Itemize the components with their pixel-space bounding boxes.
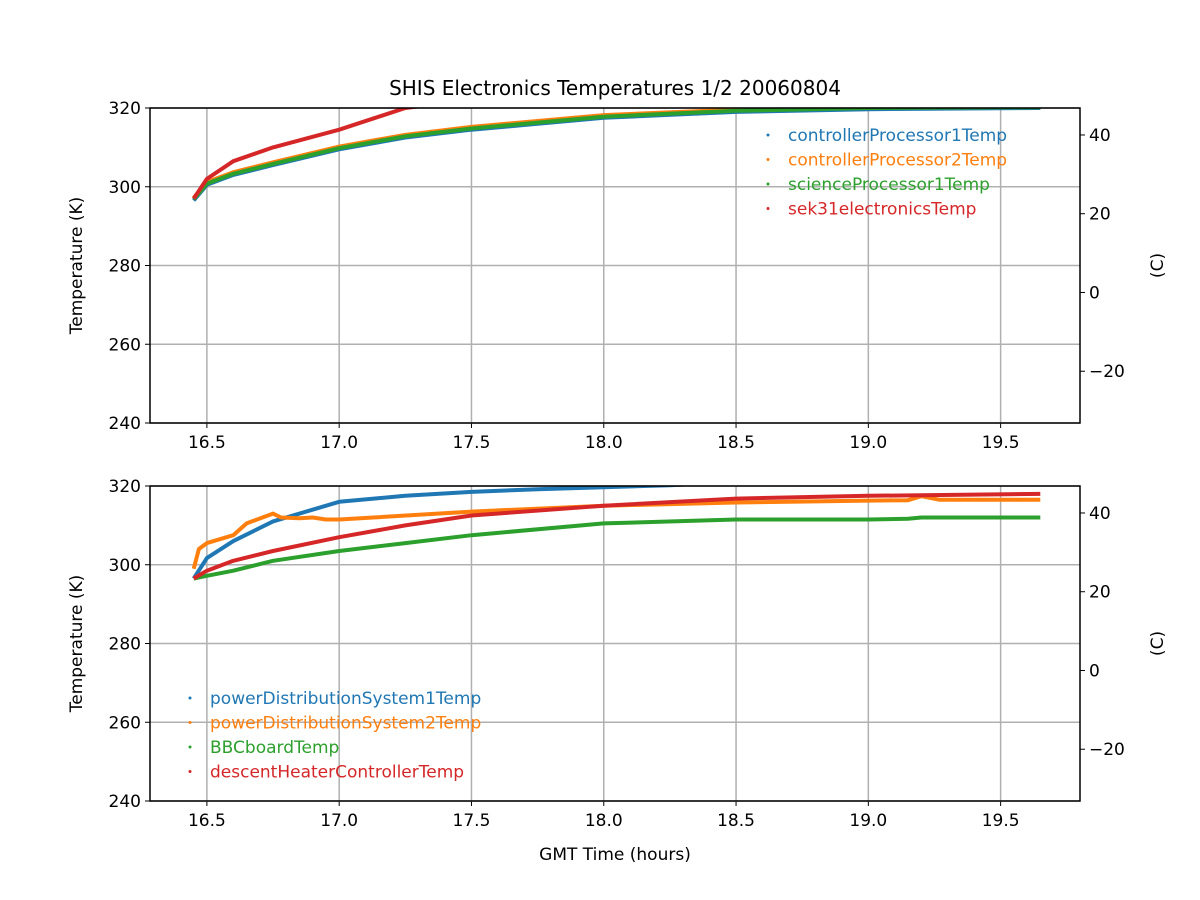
legend-label: descentHeaterControllerTemp	[210, 763, 464, 783]
legend-label: controllerProcessor1Temp	[788, 126, 1007, 146]
y-tick-label: 280	[109, 635, 141, 655]
x-tick-label: 19.0	[849, 811, 887, 831]
panel-2: 16.5 17.0 17.5 18.0 18.5 19.0 19.5 240 260 280 300…	[67, 477, 1168, 831]
y-right-axis-label: (C)	[1148, 631, 1168, 656]
legend-marker	[188, 770, 192, 773]
y-right-tick-label: −20	[1089, 740, 1125, 760]
plot-frame	[149, 107, 1081, 424]
plot-frame	[149, 485, 1081, 802]
chart-title: SHIS Electronics Temperatures 1/2 200608…	[389, 76, 841, 100]
legend-label: scienceProcessor1Temp	[788, 175, 990, 195]
x-tick-label: 18.0	[585, 811, 623, 831]
legend-label: powerDistributionSystem2Temp	[210, 714, 481, 734]
y-tick-label: 320	[109, 477, 141, 497]
legend-marker	[766, 158, 770, 161]
legend-marker	[188, 745, 192, 749]
y-tick-label: 280	[109, 257, 141, 277]
y-right-tick-label: 0	[1089, 283, 1100, 303]
legend-label: sek31electronicsTemp	[788, 200, 976, 220]
y-tick-label: 300	[109, 178, 141, 198]
legend-label: controllerProcessor2Temp	[788, 151, 1007, 171]
y-right-tick-label: 20	[1089, 583, 1111, 603]
series-line-sek31electronicsTemp	[192, 108, 423, 200]
y-right-tick-label: 40	[1089, 126, 1111, 146]
series-line-descentHeaterControllerTemp	[192, 491, 1041, 581]
y-right-tick-label: −20	[1089, 362, 1125, 382]
x-tick-label: 19.5	[982, 433, 1020, 453]
y-axis-label: Temperature (K)	[67, 197, 87, 336]
y-tick-label: 320	[109, 99, 141, 119]
x-tick-label: 19.0	[849, 433, 887, 453]
y-tick-label: 260	[109, 713, 141, 733]
x-tick-label: 19.5	[982, 811, 1020, 831]
legend-marker	[188, 696, 192, 700]
series-line-powerDistributionSystem2Temp	[191, 494, 1041, 570]
legend-label: BBCboardTemp	[210, 738, 339, 758]
panel-1: 16.5 17.0 17.5 18.0 18.5 19.0 19.5 240 260 280 300…	[67, 99, 1168, 453]
x-tick-label: 17.0	[320, 433, 358, 453]
x-tick-label: 18.0	[585, 433, 623, 453]
y-tick-label: 240	[109, 792, 141, 812]
y-right-axis-label: (C)	[1148, 253, 1168, 278]
x-tick-label: 16.5	[188, 811, 226, 831]
legend-marker	[766, 182, 770, 186]
series-line-BBCboardTemp	[193, 515, 1041, 581]
y-tick-label: 240	[109, 414, 141, 434]
y-right-tick-label: 0	[1089, 661, 1100, 681]
x-tick-label: 17.5	[453, 811, 491, 831]
y-axis-label: Temperature (K)	[67, 575, 87, 714]
x-tick-label: 18.5	[717, 433, 755, 453]
legend-marker	[766, 207, 770, 210]
y-right-tick-label: 20	[1089, 205, 1111, 225]
legend-label: powerDistributionSystem1Temp	[210, 689, 481, 709]
y-right-tick-label: 40	[1089, 504, 1111, 524]
legend-marker	[188, 721, 192, 724]
x-axis-label: GMT Time (hours)	[539, 845, 691, 865]
x-tick-label: 16.5	[188, 433, 226, 453]
x-tick-label: 18.5	[717, 811, 755, 831]
y-tick-label: 260	[109, 335, 141, 355]
x-tick-label: 17.0	[320, 811, 358, 831]
series-line-scienceProcessor1Temp	[192, 108, 1041, 201]
legend-marker	[766, 133, 770, 137]
x-tick-label: 17.5	[453, 433, 491, 453]
y-tick-label: 300	[109, 556, 141, 576]
